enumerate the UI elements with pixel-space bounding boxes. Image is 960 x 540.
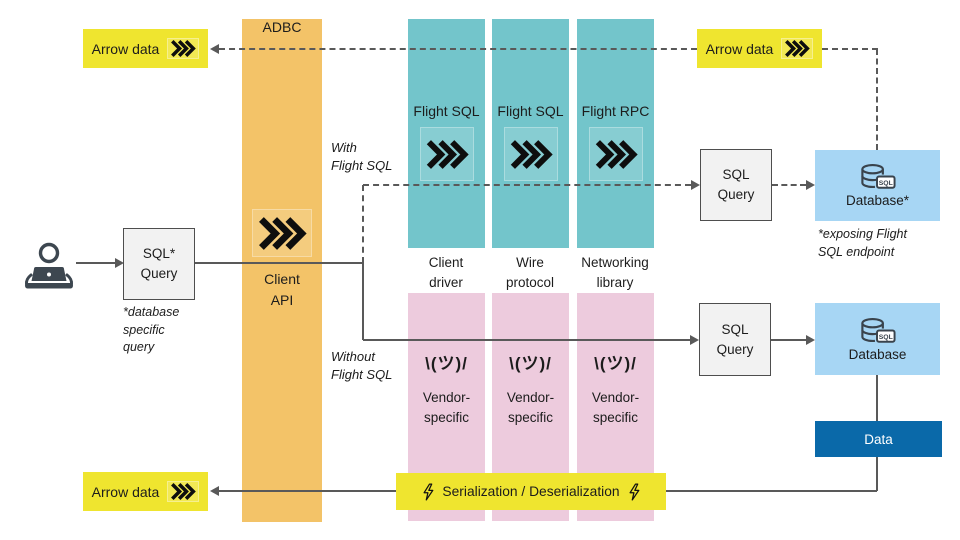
connector-query-to-junction: [195, 262, 362, 264]
database-flight-label: Database*: [845, 193, 910, 208]
arrowhead: [210, 486, 219, 496]
database-box: Database: [815, 303, 940, 375]
exposing-flight-sql-caption: *exposing Flight SQL endpoint: [818, 227, 907, 259]
data-label: Data: [864, 431, 893, 447]
adbc-subtitle: Client API: [264, 271, 300, 308]
arrowhead: [210, 44, 219, 54]
arrow-data-badge-top-right: Arrow data: [697, 29, 822, 68]
flight-column-title: Flight SQL: [413, 103, 480, 119]
arrowhead: [115, 258, 124, 268]
flight-column-wire-protocol: Flight SQL: [492, 19, 569, 248]
adbc-column: ADBC Client API: [242, 19, 322, 522]
database-specific-caption: *database specific query: [123, 305, 180, 354]
arrow-data-label: Arrow data: [705, 40, 774, 57]
with-flight-sql-label: With Flight SQL: [331, 140, 393, 173]
serialization-badge: Serialization / Deserialization: [396, 473, 666, 510]
connector-to-arrow-data-right: [822, 48, 878, 50]
column-caption-client-driver: Client driver: [428, 255, 464, 290]
triple-chevron-icon: [419, 127, 474, 181]
database-sql-icon: [861, 164, 896, 189]
data-box: Data: [815, 421, 942, 457]
flight-column-title: Flight RPC: [581, 103, 650, 119]
user-at-laptop-icon: [23, 242, 75, 291]
serialization-label: Serialization / Deserialization: [442, 484, 620, 499]
column-caption-wire-protocol: Wire protocol: [505, 255, 555, 290]
triple-chevron-icon: [167, 38, 200, 59]
triple-chevron-icon: [588, 127, 643, 181]
arrow-data-badge-top-left: Arrow data: [83, 29, 208, 68]
connector-user-to-query: [76, 262, 116, 264]
shrug-emoticon: \(ツ)/: [509, 354, 552, 373]
triple-chevron-icon: [167, 481, 200, 502]
vendor-caption: Vendor- specific: [591, 390, 640, 426]
lightning-bolt-icon: [423, 482, 434, 501]
connector-with-flight-sql: [363, 184, 691, 186]
flight-column-client-driver: Flight SQL: [408, 19, 485, 248]
connector-arrow-data-return: [219, 48, 697, 50]
connector-junction-down: [362, 262, 364, 340]
shrug-emoticon: \(ツ)/: [594, 354, 637, 373]
connector-database-to-data: [876, 375, 878, 421]
flight-column-title: Flight SQL: [497, 103, 564, 119]
column-caption-networking-library: Networking library: [581, 255, 649, 290]
arrow-data-label: Arrow data: [91, 483, 160, 500]
arrowhead: [806, 335, 815, 345]
sql-query-box-vendor: SQL Query: [699, 303, 771, 376]
without-flight-sql-label: Without Flight SQL: [331, 349, 393, 382]
arrowhead: [690, 335, 699, 345]
connector-database-flight-up: [876, 49, 878, 150]
arrow-data-badge-bottom-left: Arrow data: [83, 472, 208, 511]
vendor-caption: Vendor- specific: [422, 390, 471, 426]
arrowhead: [691, 180, 700, 190]
flight-column-networking-library: Flight RPC: [577, 19, 654, 248]
connector-data-to-serialization: [666, 490, 877, 492]
arrow-data-label: Arrow data: [91, 40, 160, 57]
connector-without-flight-sql: [363, 339, 690, 341]
sql-query-label: SQL* Query: [140, 246, 178, 281]
database-label: Database: [848, 346, 907, 362]
database-flight-box: Database*: [815, 150, 940, 221]
database-sql-icon: [861, 317, 896, 343]
sql-query-box-client: SQL* Query: [123, 228, 195, 300]
sql-query-label: SQL Query: [717, 167, 755, 202]
adbc-title: ADBC: [262, 19, 302, 35]
connector-sqlquery-to-database: [771, 339, 806, 341]
lightning-bolt-icon: [629, 482, 639, 501]
arrowhead: [806, 180, 815, 190]
triple-chevron-icon: [503, 127, 558, 181]
shrug-emoticon: \(ツ)/: [425, 354, 468, 373]
sql-query-box-flight: SQL Query: [700, 149, 772, 221]
vendor-caption: Vendor- specific: [506, 390, 555, 426]
connector-junction-up-dashed: [362, 185, 364, 263]
triple-chevron-icon: [252, 209, 312, 257]
sql-query-label: SQL Query: [716, 321, 754, 357]
connector-sqlquery-to-database-flight: [772, 184, 806, 186]
triple-chevron-icon: [781, 38, 814, 59]
connector-serialization-to-arrow-data: [219, 490, 396, 492]
connector-data-down: [876, 457, 878, 491]
